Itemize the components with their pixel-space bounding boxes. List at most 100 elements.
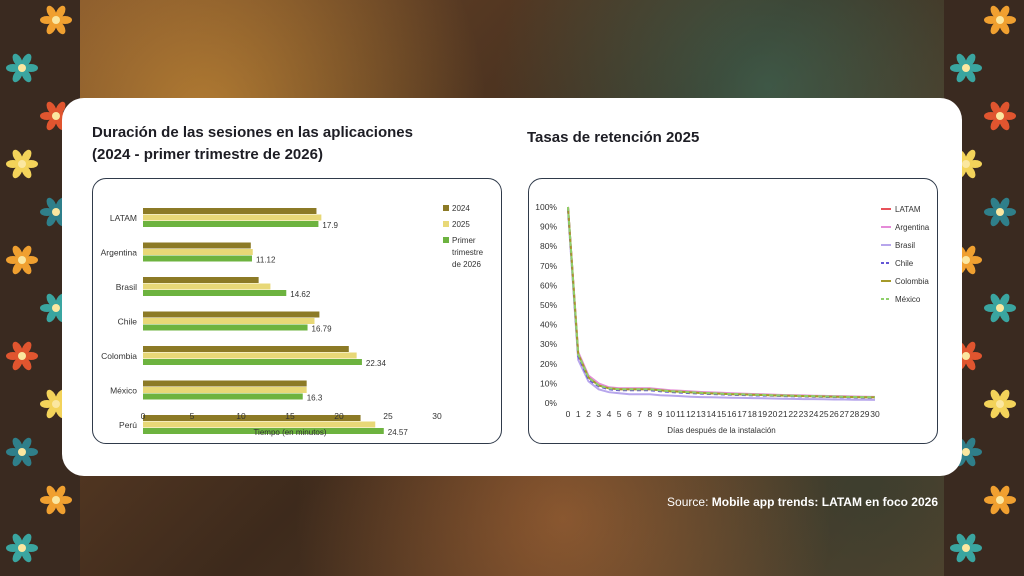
x-tick-label: 2 bbox=[586, 409, 591, 419]
bar-2 bbox=[143, 393, 303, 400]
flower-petal bbox=[46, 485, 57, 499]
flower-petal bbox=[46, 5, 57, 19]
bar-0 bbox=[143, 380, 307, 387]
flower-petal bbox=[12, 533, 23, 547]
flower-petal bbox=[24, 64, 38, 72]
flower-petal bbox=[990, 309, 1001, 323]
value-label: 24.57 bbox=[388, 428, 409, 437]
legend-label: LATAM bbox=[895, 205, 921, 214]
flower-petal bbox=[968, 256, 982, 264]
x-tick-label: 17 bbox=[737, 409, 747, 419]
y-tick-label: 100% bbox=[535, 202, 557, 212]
flower-petal bbox=[956, 69, 967, 83]
legend-label: trimestre bbox=[452, 248, 484, 257]
flower-petal bbox=[40, 304, 54, 312]
flower-petal bbox=[965, 549, 976, 563]
x-tick-label: 8 bbox=[647, 409, 652, 419]
value-label: 16.3 bbox=[307, 394, 323, 403]
x-tick-label: 13 bbox=[696, 409, 706, 419]
x-tick-label: 6 bbox=[627, 409, 632, 419]
flower-petal bbox=[984, 16, 998, 24]
y-tick-label: 60% bbox=[540, 280, 557, 290]
flower-center bbox=[52, 16, 60, 24]
flower-petal bbox=[46, 197, 57, 211]
flower-petal bbox=[999, 389, 1010, 403]
flower-petal bbox=[12, 69, 23, 83]
flower-center bbox=[52, 112, 60, 120]
flower-petal bbox=[965, 437, 976, 451]
flower-petal bbox=[1002, 16, 1016, 24]
flower-petal bbox=[984, 304, 998, 312]
flower-petal bbox=[55, 5, 66, 19]
flower-petal bbox=[6, 352, 20, 360]
flower-petal bbox=[968, 160, 982, 168]
flower-petal bbox=[21, 165, 32, 179]
flower-petal bbox=[999, 405, 1010, 419]
flower-center bbox=[996, 496, 1004, 504]
flower-petal bbox=[46, 293, 57, 307]
x-tick-label: 19 bbox=[758, 409, 768, 419]
bar-0 bbox=[143, 242, 251, 249]
flower-petal bbox=[21, 549, 32, 563]
bar-2 bbox=[143, 255, 252, 262]
x-tick-label: 30 bbox=[870, 409, 880, 419]
flower-petal bbox=[21, 437, 32, 451]
bar-2 bbox=[143, 359, 362, 365]
bar-2 bbox=[143, 290, 287, 296]
flower-petal bbox=[46, 213, 57, 227]
value-label: 11.12 bbox=[256, 256, 276, 265]
x-tick-label: 24 bbox=[809, 409, 819, 419]
x-tick-label: 26 bbox=[829, 409, 839, 419]
flower-center bbox=[996, 304, 1004, 312]
flower-petal bbox=[21, 149, 32, 163]
flower-petal bbox=[990, 213, 1001, 227]
flower-petal bbox=[999, 5, 1010, 19]
flower-petal bbox=[6, 256, 20, 264]
flower-center bbox=[52, 208, 60, 216]
x-tick-label: 20 bbox=[768, 409, 778, 419]
source-link[interactable]: Mobile app trends: LATAM en foco 2026 bbox=[711, 495, 938, 509]
flower-petal bbox=[24, 448, 38, 456]
flower-center bbox=[962, 256, 970, 264]
bar-1 bbox=[143, 387, 307, 393]
flower-center bbox=[18, 352, 26, 360]
x-tick-label: 0 bbox=[566, 409, 571, 419]
flower-petal bbox=[46, 405, 57, 419]
flower-petal bbox=[984, 112, 998, 120]
series-line-5 bbox=[567, 206, 875, 399]
flower-petal bbox=[12, 165, 23, 179]
y-tick-label: 10% bbox=[540, 378, 557, 388]
x-tick-label: 7 bbox=[637, 409, 642, 419]
flower-center bbox=[962, 544, 970, 552]
flower-petal bbox=[12, 437, 23, 451]
flower-petal bbox=[990, 21, 1001, 35]
flower-petal bbox=[956, 533, 967, 547]
series-line-4 bbox=[567, 206, 875, 399]
flower-petal bbox=[46, 501, 57, 515]
legend-label: 2025 bbox=[452, 220, 470, 229]
flower-petal bbox=[12, 245, 23, 259]
flower-center bbox=[962, 160, 970, 168]
flower-center bbox=[996, 208, 1004, 216]
flower-petal bbox=[6, 160, 20, 168]
flower-petal bbox=[1002, 112, 1016, 120]
flower-petal bbox=[12, 53, 23, 67]
flower-petal bbox=[990, 117, 1001, 131]
value-label: 16.79 bbox=[312, 325, 333, 334]
flower-petal bbox=[999, 485, 1010, 499]
flower-petal bbox=[965, 69, 976, 83]
flower-petal bbox=[21, 69, 32, 83]
y-tick-label: 80% bbox=[540, 241, 557, 251]
flower-petal bbox=[21, 533, 32, 547]
flower-center bbox=[962, 352, 970, 360]
flower-petal bbox=[40, 112, 54, 120]
flower-petal bbox=[46, 101, 57, 115]
series-line-0 bbox=[567, 206, 875, 399]
x-tick-label: 20 bbox=[334, 411, 344, 421]
x-tick-label: 18 bbox=[747, 409, 757, 419]
bar-0 bbox=[143, 208, 317, 214]
legend-swatch bbox=[443, 205, 449, 211]
flower-center bbox=[18, 448, 26, 456]
flower-petal bbox=[984, 400, 998, 408]
session-chart-title-line1: Duración de las sesiones en las aplicaci… bbox=[92, 124, 413, 141]
